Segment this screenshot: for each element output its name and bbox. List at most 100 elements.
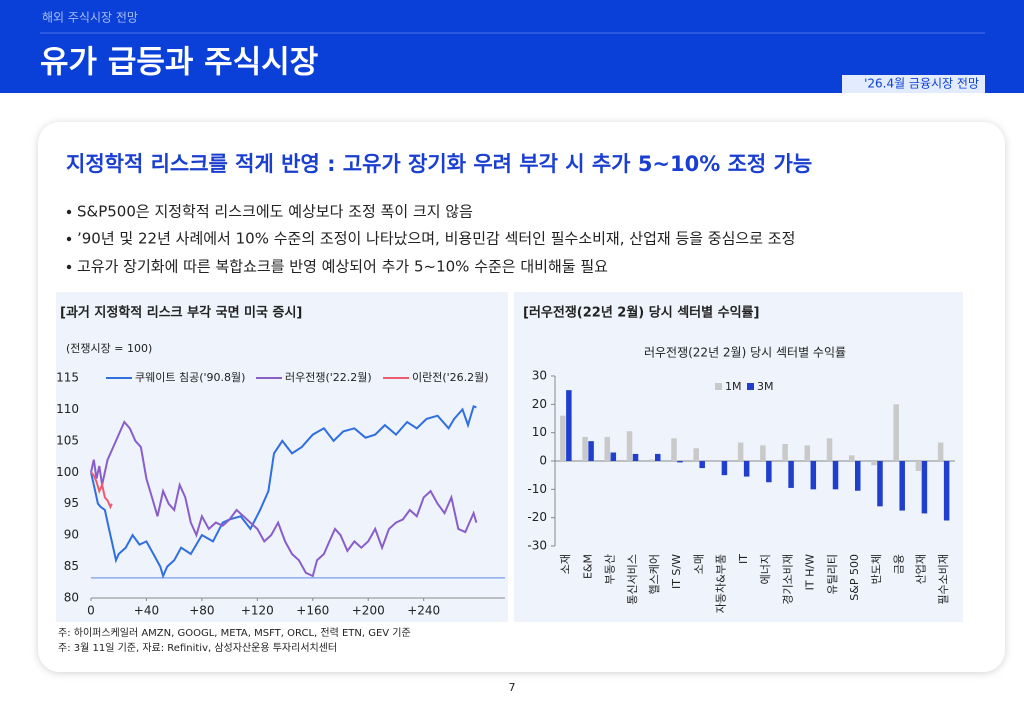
bar <box>560 415 566 461</box>
x-tick-label: 에너지 <box>759 554 772 584</box>
x-tick-label: +200 <box>352 604 385 618</box>
x-tick-label: +160 <box>296 604 329 618</box>
panel-title: [과거 지정학적 리스크 부각 국면 미국 증시] <box>60 305 302 321</box>
bar <box>804 445 811 461</box>
legend-label: 이란전('26.2월) <box>412 371 489 384</box>
legend-label: 1M <box>725 380 742 393</box>
y-tick-label: 30 <box>532 369 547 383</box>
x-tick-label: 부동산 <box>604 554 617 584</box>
bar <box>737 442 744 461</box>
bar <box>760 445 766 461</box>
bar <box>655 453 661 461</box>
y-tick-label: 115 <box>56 371 79 385</box>
bar <box>893 404 899 461</box>
bar <box>788 461 794 488</box>
x-tick-label: IT H/W <box>804 554 817 590</box>
x-tick-label: +80 <box>189 604 214 618</box>
x-tick-label: 경기소비재 <box>781 554 794 605</box>
x-tick-label: 자동차&부품 <box>715 554 728 613</box>
bar <box>855 461 861 491</box>
bar <box>626 431 633 461</box>
x-tick-label: 헬스케어 <box>648 554 661 594</box>
y-tick-label: 85 <box>64 559 79 573</box>
badge-box <box>842 75 985 93</box>
bullet: 고유가 장기화에 따른 복합쇼크를 반영 예상되어 추가 5~10% 수준은 대… <box>77 258 608 276</box>
bar <box>937 442 944 461</box>
x-tick-label: S&P 500 <box>848 554 861 601</box>
bar <box>943 461 950 521</box>
x-tick-label: 필수소비재 <box>937 554 950 605</box>
y-tick-label: 90 <box>64 528 79 542</box>
bar <box>832 461 839 490</box>
bar <box>649 459 655 461</box>
bar <box>693 448 699 461</box>
y-tick-label: -30 <box>527 539 547 553</box>
bullet-dot <box>66 236 72 242</box>
bar <box>915 461 922 471</box>
bar <box>582 436 588 461</box>
bar <box>877 461 883 507</box>
panel-title: [러우전쟁(22년 2월) 당시 섹터별 수익률] <box>523 305 759 321</box>
bar <box>671 438 677 461</box>
x-tick-label: +40 <box>134 604 159 618</box>
x-tick-label: 유틸리티 <box>826 554 839 594</box>
bullet-dot <box>66 209 72 215</box>
y-tick-label: 95 <box>64 496 79 510</box>
y-tick-label: 20 <box>532 397 547 411</box>
series-line <box>90 404 477 579</box>
bar <box>766 461 772 483</box>
x-tick-label: 산업재 <box>915 554 928 584</box>
bar <box>921 461 928 514</box>
bar <box>588 441 594 461</box>
x-tick-label: 0 <box>87 604 95 618</box>
y-tick-label: 110 <box>56 402 79 416</box>
page-title: 유가 급등과 주식시장 <box>40 45 318 81</box>
x-tick-label: E&M <box>581 554 594 579</box>
chart-title: 러우전쟁(22년 2월) 당시 섹터별 수익률 <box>644 346 846 360</box>
footnote: 주: 3월 11일 기준, 자료: Refinitiv, 삼성자산운용 투자리서… <box>58 642 337 654</box>
y-tick-label: 100 <box>56 465 79 479</box>
page-number: 7 <box>509 681 516 694</box>
y-tick-label: -20 <box>527 510 547 524</box>
x-tick-label: +240 <box>407 604 440 618</box>
footnote: 주: 하이퍼스케일러 AMZN, GOOGL, META, MSFT, ORCL… <box>58 626 411 639</box>
bar <box>699 461 705 469</box>
bar <box>610 452 617 461</box>
bullet-dot <box>66 264 72 270</box>
bar <box>810 461 817 490</box>
x-tick-label: 소매 <box>692 554 705 574</box>
badge: '26.4월 금융시장 전망 <box>864 77 979 91</box>
y-tick-label: 105 <box>56 433 79 447</box>
y-tick-label: 80 <box>64 591 79 605</box>
bar <box>899 461 905 511</box>
legend-label: 쿠웨이트 침공('90.8월) <box>135 371 245 384</box>
y-tick-label: 10 <box>532 425 547 439</box>
bar <box>871 461 877 466</box>
x-tick-label: 통신서비스 <box>626 554 639 605</box>
bar <box>743 461 750 477</box>
series-line <box>90 420 478 578</box>
bar <box>721 461 728 476</box>
unit-label: (전쟁시장 = 100) <box>66 342 152 355</box>
bar <box>677 461 683 463</box>
legend-swatch <box>747 383 754 390</box>
bar <box>566 390 572 461</box>
section-label: 해외 주식시장 전망 <box>42 11 138 25</box>
legend-swatch <box>715 383 722 390</box>
x-tick-label: IT S/W <box>670 554 683 589</box>
legend-label: 러우전쟁('22.2월) <box>285 371 372 384</box>
legend-label: 3M <box>757 380 774 393</box>
x-tick-label: 반도체 <box>870 554 883 584</box>
x-tick-label: IT <box>737 554 750 564</box>
bar <box>826 438 833 461</box>
bullet: S&P500은 지정학적 리스크에도 예상보다 조정 폭이 크지 않음 <box>77 203 473 221</box>
x-tick-label: 금융 <box>892 554 905 574</box>
x-tick-label: +120 <box>241 604 274 618</box>
series-line <box>90 471 113 510</box>
chart-panel <box>56 292 508 622</box>
y-tick-label: -10 <box>527 482 547 496</box>
bar <box>849 455 855 461</box>
bar <box>632 453 639 461</box>
